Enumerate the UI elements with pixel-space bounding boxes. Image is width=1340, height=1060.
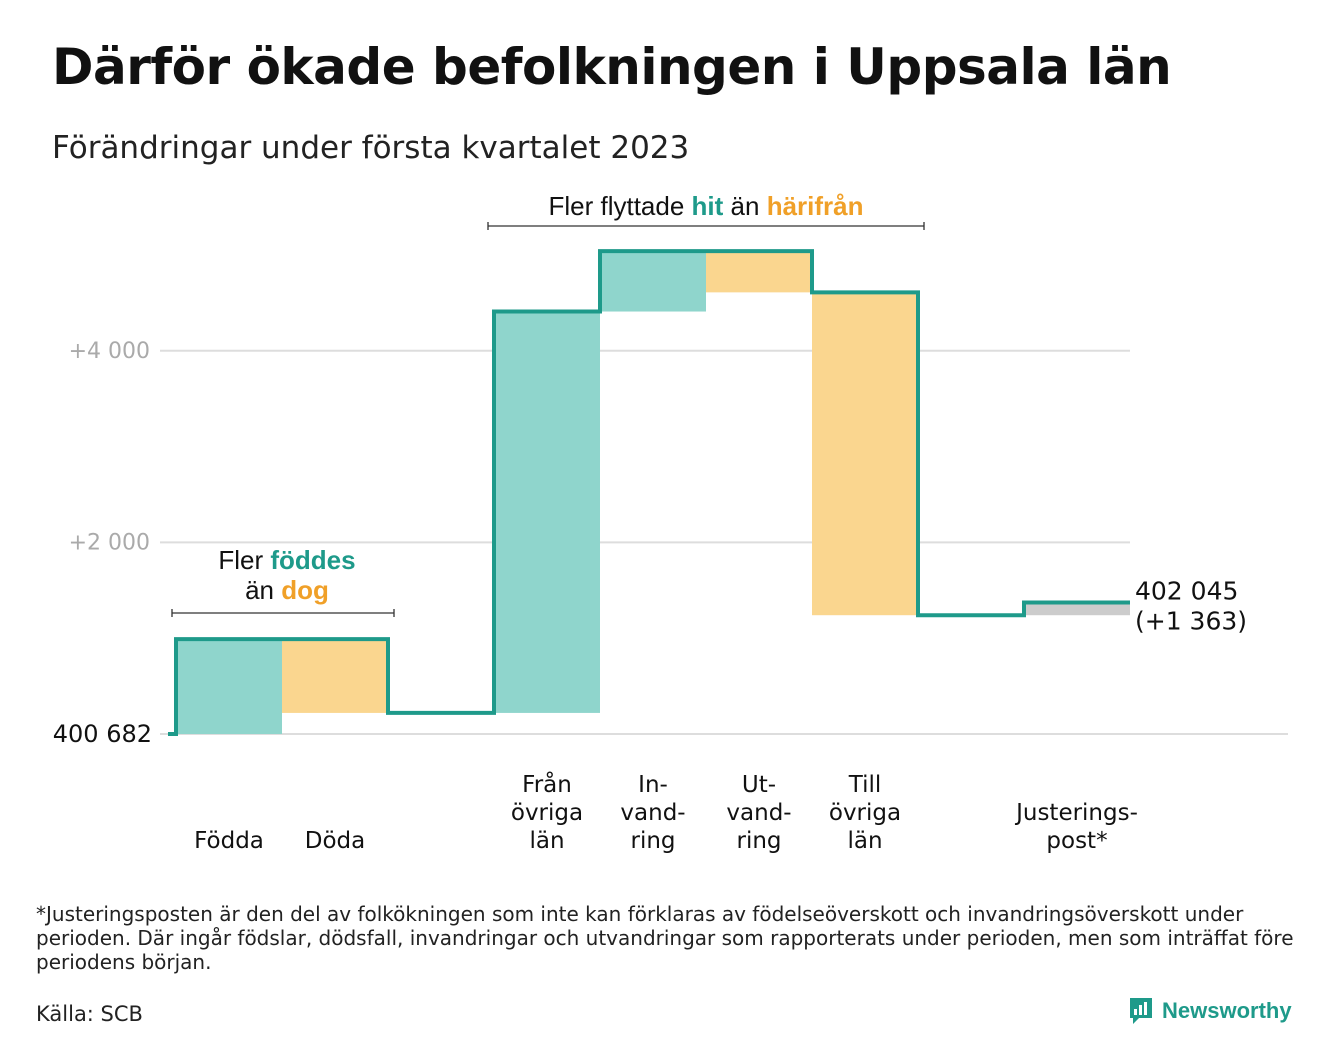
footnote: *Justeringsposten är den del av folkökni…	[36, 902, 1294, 974]
bar	[600, 251, 706, 312]
x-category-label: post*	[1046, 828, 1107, 854]
x-category-label: län	[847, 828, 882, 854]
chart-title: Därför ökade befolkningen i Uppsala län	[52, 38, 1172, 96]
cumulative-step-line	[168, 249, 1130, 736]
x-category-label: län	[529, 828, 564, 854]
x-category-label: ring	[736, 828, 781, 854]
x-category-label: Födda	[194, 828, 264, 854]
bar	[812, 292, 918, 616]
bar	[706, 251, 812, 293]
x-category-label: Justerings-	[1014, 800, 1138, 826]
annotation-births-deaths-line1: Fler föddes	[218, 545, 355, 575]
annotation-segment: föddes	[270, 545, 355, 575]
annotation-births-deaths-line2: än dog	[245, 575, 329, 605]
annotation-segment: härifrån	[767, 191, 864, 221]
bar	[494, 311, 600, 713]
x-category-label: övriga	[829, 800, 901, 826]
newsworthy-logo-icon	[1130, 998, 1152, 1024]
annotation-segment: Fler	[218, 545, 270, 575]
x-category-label: vand-	[726, 800, 791, 826]
annotation-segment: Fler flyttade	[548, 191, 691, 221]
bar	[176, 639, 282, 734]
x-category-label: ring	[630, 828, 675, 854]
x-category-label: övriga	[511, 800, 583, 826]
source-note: Källa: SCB	[36, 1002, 143, 1026]
x-category-label: Döda	[305, 828, 365, 854]
annotation-segment: dog	[281, 575, 329, 605]
x-category-label: vand-	[620, 800, 685, 826]
y-tick-label: +4 000	[69, 339, 150, 364]
end-change-label: (+1 363)	[1135, 606, 1247, 635]
y-tick-label: +2 000	[69, 530, 150, 555]
annotation-segment: än	[245, 575, 281, 605]
x-category-label: In-	[638, 772, 668, 798]
brand-name: Newsworthy	[1162, 998, 1292, 1023]
bar	[1024, 602, 1130, 616]
annotation-segment: än	[723, 191, 766, 221]
annotation-segment: hit	[692, 191, 724, 221]
start-value-label: 400 682	[53, 720, 152, 748]
bar	[282, 639, 388, 713]
x-category-label: Till	[848, 772, 882, 798]
x-category-label: Ut-	[742, 772, 776, 798]
chart-subtitle: Förändringar under första kvartalet 2023	[52, 130, 690, 166]
end-value-label: 402 045	[1135, 576, 1238, 605]
x-category-label: Från	[522, 770, 572, 798]
brand-logo: Newsworthy	[1128, 996, 1292, 1026]
annotation-migration: Fler flyttade hit än härifrån	[548, 191, 863, 221]
